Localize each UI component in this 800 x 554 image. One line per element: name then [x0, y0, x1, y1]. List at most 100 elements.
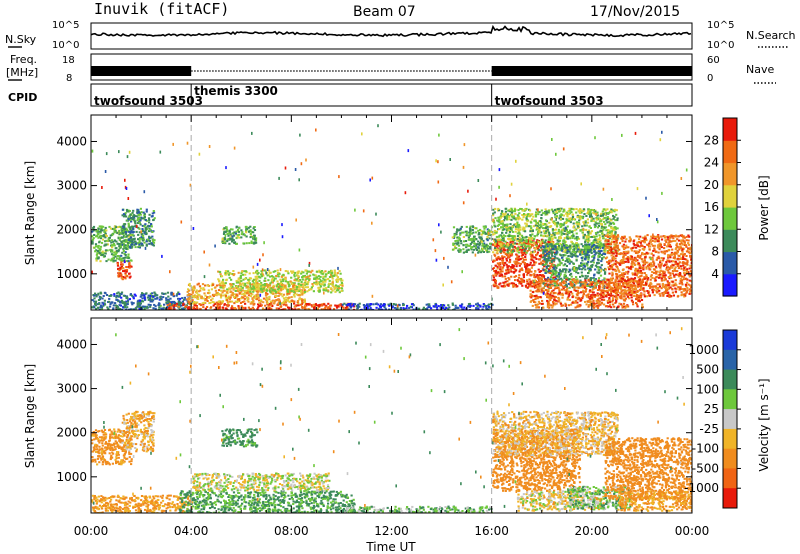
- heatmap-cell: [218, 293, 221, 296]
- heatmap-cell: [138, 227, 141, 230]
- heatmap-cell: [545, 267, 548, 270]
- heatmap-cell: [224, 272, 228, 275]
- heatmap-cell: [498, 283, 501, 286]
- heatmap-cell: [561, 245, 564, 248]
- heatmap-cell: [571, 242, 574, 245]
- heatmap-cell: [598, 255, 601, 258]
- heatmap-cell: [276, 280, 279, 283]
- heatmap-cell: [492, 243, 495, 246]
- heatmap-cell: [492, 279, 495, 282]
- heatmap-cell: [513, 217, 516, 220]
- nsky-trace: [90, 24, 692, 38]
- heatmap-cell: [245, 292, 248, 295]
- heatmap-cell: [233, 231, 236, 234]
- heatmap-cell: [570, 240, 573, 243]
- heatmap-cell: [138, 240, 141, 243]
- heatmap-cell: [122, 250, 125, 252]
- heatmap-cell: [269, 304, 272, 307]
- heatmap-cell: [301, 307, 304, 310]
- heatmap-cell: [316, 283, 319, 286]
- heatmap-cell: [469, 304, 472, 307]
- heatmap-cell: [475, 307, 478, 310]
- heatmap-cell: [221, 238, 224, 241]
- heatmap-cell: [246, 297, 249, 299]
- heatmap-cell: [250, 287, 254, 290]
- heatmap-cell: [274, 289, 277, 292]
- heatmap-cell: [515, 242, 518, 245]
- heatmap-cell: [151, 300, 154, 303]
- heatmap-cell: [187, 306, 190, 309]
- heatmap-cell: [538, 224, 541, 227]
- heatmap-cell: [237, 229, 240, 231]
- heatmap-cell: [148, 242, 151, 245]
- heatmap-cell: [303, 300, 306, 303]
- heatmap-cell: [145, 244, 148, 247]
- heatmap-cell: [231, 273, 234, 275]
- heatmap-cell: [206, 292, 210, 294]
- heatmap-cell: [104, 226, 107, 229]
- heatmap-cell: [500, 222, 503, 225]
- heatmap-cell: [268, 298, 271, 301]
- heatmap-cell: [341, 303, 344, 306]
- heatmap-cell: [504, 277, 507, 280]
- heatmap-cell: [289, 288, 292, 291]
- heatmap-cell: [425, 303, 428, 306]
- heatmap-cell: [493, 259, 496, 262]
- heatmap-cell: [492, 212, 495, 215]
- heatmap-cell: [451, 303, 454, 306]
- heatmap-cell: [128, 272, 131, 275]
- heatmap-cell: [476, 243, 479, 246]
- heatmap-cell: [95, 295, 98, 298]
- heatmap-cell: [323, 278, 326, 281]
- heatmap-cell: [555, 216, 558, 219]
- heatmap-cell: [575, 242, 578, 244]
- heatmap-cell: [548, 225, 551, 228]
- heatmap-cell: [239, 277, 242, 280]
- heatmap-cell: [531, 218, 534, 221]
- heatmap-cell: [483, 245, 486, 248]
- heatmap-cell: [103, 291, 106, 294]
- heatmap-cell: [541, 248, 544, 251]
- heatmap-cell: [576, 237, 579, 240]
- heatmap-cell: [570, 230, 573, 233]
- heatmap-cell: [521, 278, 524, 281]
- heatmap-cell: [584, 249, 587, 252]
- heatmap-cell: [253, 226, 256, 228]
- heatmap-cell: [125, 270, 128, 273]
- heatmap-cell: [257, 295, 260, 297]
- heatmap-cell: [324, 305, 327, 308]
- heatmap-cell: [584, 274, 587, 277]
- heatmap-cell: [262, 301, 265, 304]
- heatmap-cell: [114, 302, 117, 305]
- heatmap-cell: [111, 250, 114, 253]
- heatmap-cell: [103, 252, 106, 255]
- heatmap-cell: [163, 303, 166, 306]
- heatmap-cell: [498, 234, 501, 237]
- heatmap-cell: [107, 258, 110, 261]
- heatmap-cell: [137, 238, 140, 241]
- heatmap-cell: [323, 284, 326, 286]
- heatmap-cell: [571, 250, 574, 253]
- heatmap-cell: [568, 207, 571, 210]
- heatmap-cell: [94, 302, 97, 305]
- heatmap-cell: [590, 242, 593, 244]
- heatmap-cell: [293, 283, 296, 286]
- heatmap-cell: [228, 287, 231, 290]
- heatmap-cell: [282, 300, 285, 303]
- heatmap-cell: [477, 251, 480, 254]
- heatmap-cell: [493, 229, 496, 232]
- heatmap-cell: [519, 241, 522, 244]
- heatmap-cell: [582, 250, 585, 253]
- heatmap-cell: [464, 230, 467, 233]
- heatmap-cell: [517, 276, 520, 279]
- heatmap-cell: [240, 305, 243, 308]
- heatmap-cell: [106, 243, 109, 246]
- heatmap-cell: [120, 226, 123, 229]
- heatmap-cell: [575, 228, 578, 231]
- heatmap-cell: [559, 214, 562, 217]
- heatmap-cell: [552, 245, 555, 248]
- heatmap-cell: [109, 234, 112, 237]
- heatmap-cell: [237, 306, 240, 309]
- heatmap-cell: [339, 284, 342, 286]
- heatmap-cell: [280, 280, 283, 283]
